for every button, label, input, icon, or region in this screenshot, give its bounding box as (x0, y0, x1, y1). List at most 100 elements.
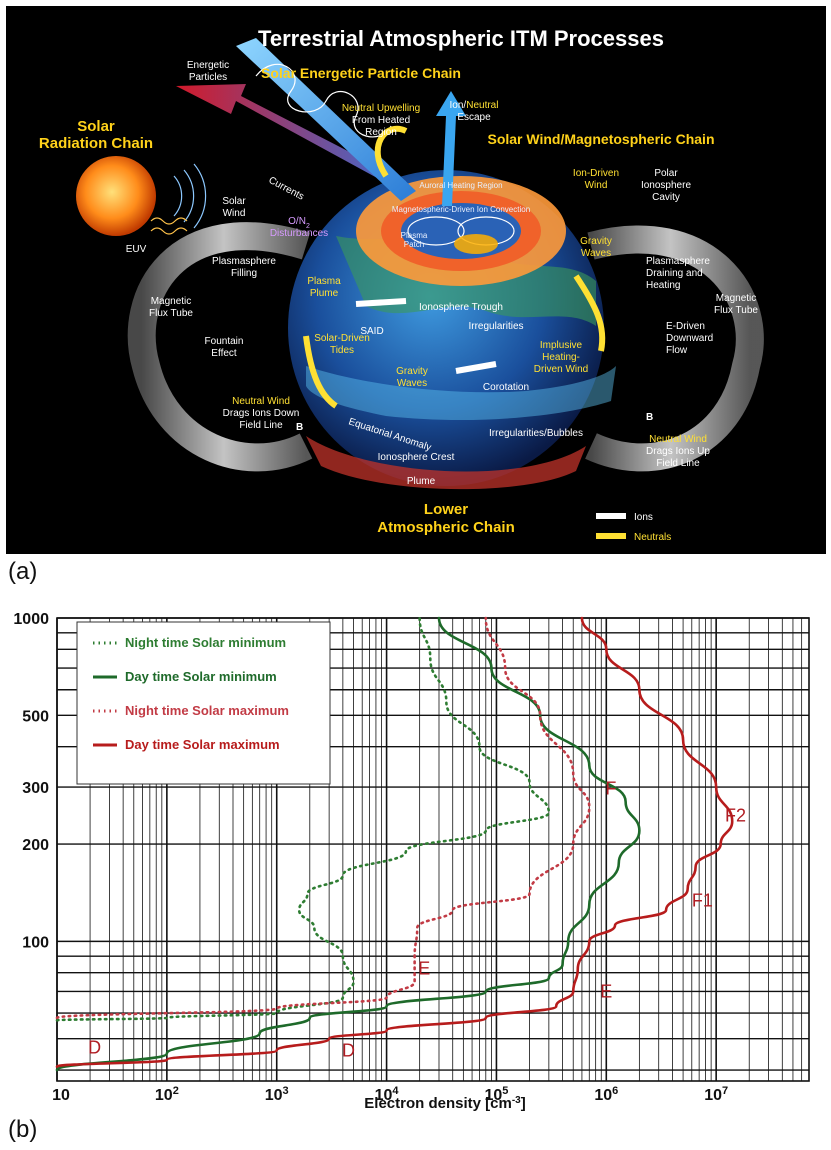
label-solar-wind-1: Solar (222, 196, 246, 207)
series-line-4 (55, 616, 734, 1068)
plot-frame (56, 617, 810, 1082)
convection-cell-left (407, 216, 465, 246)
legend: Night time Solar minimum Day time Solar m… (76, 621, 331, 785)
panel-a-letter: (a) (8, 558, 38, 585)
label-plasma-plume-2: Plume (310, 288, 339, 299)
x-axis-label: Electron density [cm-3] (364, 1095, 525, 1113)
label-polar-cavity-1: Polar (654, 168, 678, 179)
label-e-driven-flow-1: E-Driven (666, 321, 705, 332)
legend-label-4: Day time Solar maximum (125, 737, 280, 752)
x-tick-label: 107 (704, 1085, 728, 1104)
label-said: SAID (360, 326, 383, 337)
earth-bottom-band (306, 436, 586, 490)
sun-icon (76, 156, 156, 236)
label-polar-cavity-3: Cavity (652, 192, 680, 203)
label-ionosphere-trough: Ionosphere Trough (419, 302, 503, 313)
x-tick-label: 10 (52, 1087, 70, 1104)
region-label-E: E (418, 958, 430, 978)
key-neutrals-label: Neutrals (634, 532, 671, 543)
y-tick-label: 500 (22, 708, 49, 725)
itm-processes-diagram: Terrestrial Atmospheric ITM Processes So… (6, 6, 826, 554)
label-implusive-wind-1: Implusive (540, 340, 583, 351)
label-ion-neutral-escape-1: Ion/Neutral (450, 100, 499, 111)
region-label-F2: F2 (725, 805, 746, 825)
label-ionosphere-crest: Ionosphere Crest (378, 452, 455, 463)
irregularity-band (306, 366, 616, 421)
label-plasma-plume-1: Plasma (307, 276, 341, 287)
region-label-F: F (605, 778, 616, 798)
x-tick-label: 103 (265, 1085, 289, 1104)
label-euv: EUV (126, 244, 147, 255)
label-magnetospheric-convection: Magnetospheric-Driven Ion Convection (392, 205, 530, 214)
label-b-vector-right: B (646, 412, 653, 423)
label-implusive-wind-3: Driven Wind (534, 364, 588, 375)
label-irregularities-bubbles: Irregularities/Bubbles (489, 428, 583, 439)
chain-lower-atmospheric-2: Atmospheric Chain (377, 519, 515, 536)
label-irregularities: Irregularities (468, 321, 523, 332)
itm-illustration: Terrestrial Atmospheric ITM Processes So… (39, 26, 764, 543)
label-currents: Currents (267, 175, 306, 203)
label-neutral-upwelling-1: Neutral Upwelling (342, 103, 420, 114)
label-magnetic-flux-tube-left-2: Flux Tube (149, 308, 193, 319)
label-neutral-wind-left-3: Field Line (239, 420, 283, 431)
label-gravity-waves-south-2: Waves (397, 378, 427, 389)
electron-density-chart: D D E E F F2 F1 10 102 103 104 105 106 107 1000 500 300… (0, 596, 831, 1116)
right-flux-tube (585, 225, 764, 472)
x-tick-label: 104 (375, 1085, 400, 1104)
label-neutral-wind-right-2: Drags Ions Up (646, 446, 710, 457)
x-tick-label: 105 (484, 1085, 508, 1104)
particle-spiral (255, 63, 392, 138)
region-label-D: D (342, 1041, 355, 1061)
label-plasma-patch-1: Plasma (401, 231, 428, 240)
label-solar-wind-2: Wind (223, 208, 246, 219)
label-ion-driven-wind-2: Wind (585, 180, 608, 191)
label-gravity-waves-south-1: Gravity (396, 366, 428, 377)
label-polar-cavity-2: Ionosphere (641, 180, 691, 191)
electron-density-plot: D D E E F F2 F1 10 102 103 104 105 106 107 1000 500 300… (13, 611, 810, 1113)
label-solar-driven-tides-1: Solar-Driven (314, 333, 370, 344)
trough-arrow (355, 298, 407, 307)
label-plasmasphere-draining-3: Heating (646, 280, 680, 291)
gravity-wave-arrow (573, 274, 606, 352)
label-implusive-wind-2: Heating- (542, 352, 580, 363)
x-tick-label: 106 (594, 1085, 618, 1104)
corotation-arrow (455, 361, 497, 374)
label-plasmasphere-draining-1: Plasmasphere (646, 256, 710, 267)
y-tick-label: 1000 (13, 611, 49, 628)
legend-label-1: Night time Solar minimum (125, 635, 286, 650)
label-gravity-waves-north-2: Waves (581, 248, 611, 259)
label-plasma-patch-2: Patch (404, 240, 424, 249)
energetic-particle-arrow-blue (236, 38, 416, 201)
label-o-n2-2: Disturbances (270, 228, 328, 239)
chain-lower-atmospheric-1: Lower (424, 501, 468, 518)
label-b-vector-left: B (296, 422, 303, 433)
label-neutral-wind-right-3: Field Line (656, 458, 700, 469)
chain-solar-wind-magnetospheric: Solar Wind/Magnetospheric Chain (487, 131, 714, 147)
chain-solar-radiation-1: Solar (77, 118, 115, 135)
panel-b-letter: (b) (8, 1116, 38, 1143)
label-neutral-wind-left-2: Drags Ions Down (223, 408, 300, 419)
label-ion-driven-wind-1: Ion-Driven (573, 168, 619, 179)
label-fountain-effect-2: Effect (211, 348, 237, 359)
label-neutral-wind-left-1: Neutral Wind (232, 396, 290, 407)
y-tick-label: 100 (22, 934, 49, 951)
legend-box (76, 621, 331, 785)
label-magnetic-flux-tube-right-2: Flux Tube (714, 305, 758, 316)
y-tick-label: 200 (22, 837, 49, 854)
label-magnetic-flux-tube-left-1: Magnetic (151, 296, 192, 307)
plasma-patch (454, 234, 498, 254)
solar-wind-arcs (173, 163, 207, 229)
label-magnetic-flux-tube-right-1: Magnetic (716, 293, 757, 304)
label-e-driven-flow-2: Downward (666, 333, 713, 344)
label-fountain-effect-1: Fountain (205, 336, 244, 347)
label-neutral-upwelling-2: From Heated (352, 115, 410, 126)
ticks: 10 102 103 104 105 106 107 1000 500 300 200 100 (13, 611, 728, 1104)
chain-solar-energetic-particle: Solar Energetic Particle Chain (261, 65, 461, 81)
label-plasmasphere-draining-2: Draining and (646, 268, 703, 279)
label-neutral-wind-right-1: Neutral Wind (649, 434, 707, 445)
region-label-F1: F1 (692, 891, 713, 911)
label-gravity-waves-north-1: Gravity (580, 236, 612, 247)
region-label-E: E (600, 982, 612, 1002)
series-line-3 (55, 616, 591, 1020)
label-plasmasphere-filling-2: Filling (231, 268, 257, 279)
